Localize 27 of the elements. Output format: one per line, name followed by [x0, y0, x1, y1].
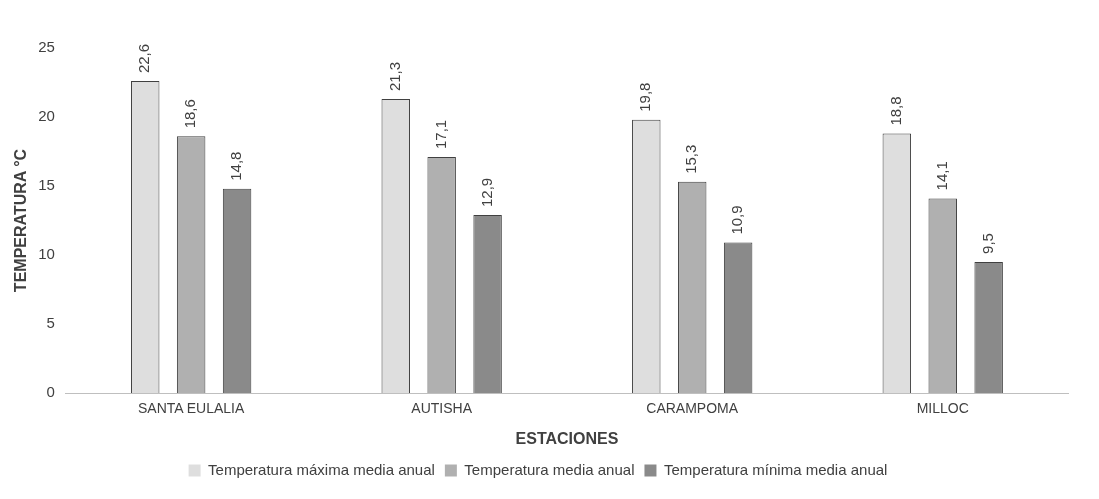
- data-label: 18,6: [181, 99, 199, 129]
- data-label: 14,1: [932, 161, 950, 191]
- data-label: 19,8: [636, 82, 654, 112]
- data-label: 22,6: [135, 43, 153, 74]
- y-tick-label: 5: [46, 314, 55, 332]
- data-label: 18,8: [886, 96, 904, 126]
- data-label: 15,3: [682, 144, 700, 174]
- y-tick-label: 20: [38, 107, 55, 125]
- data-label: 21,3: [385, 61, 403, 92]
- x-axis-title: ESTACIONES: [515, 429, 619, 447]
- x-tick-label: AUTISHA: [411, 400, 473, 417]
- x-tick-label: CARAMPOMA: [646, 400, 739, 417]
- y-axis-title: TEMPERATURA °C: [12, 148, 30, 293]
- data-label: 10,9: [728, 205, 746, 235]
- y-tick-label: 10: [38, 245, 55, 263]
- data-label: 17,1: [431, 119, 449, 150]
- legend-label: Temperatura media anual: [464, 460, 635, 478]
- data-label: 9,5: [978, 233, 996, 254]
- x-tick-label: SANTA EULALIA: [137, 400, 245, 417]
- data-label: 12,9: [477, 177, 495, 207]
- y-tick-label: 0: [46, 383, 55, 401]
- y-tick-label: 15: [38, 176, 55, 194]
- legend-label: Temperatura máxima media anual: [208, 460, 435, 478]
- legend-label: Temperatura mínima media anual: [663, 460, 888, 478]
- x-tick-label: MILLOC: [916, 400, 969, 417]
- data-label: 14,8: [227, 151, 245, 181]
- y-tick-label: 25: [38, 38, 55, 56]
